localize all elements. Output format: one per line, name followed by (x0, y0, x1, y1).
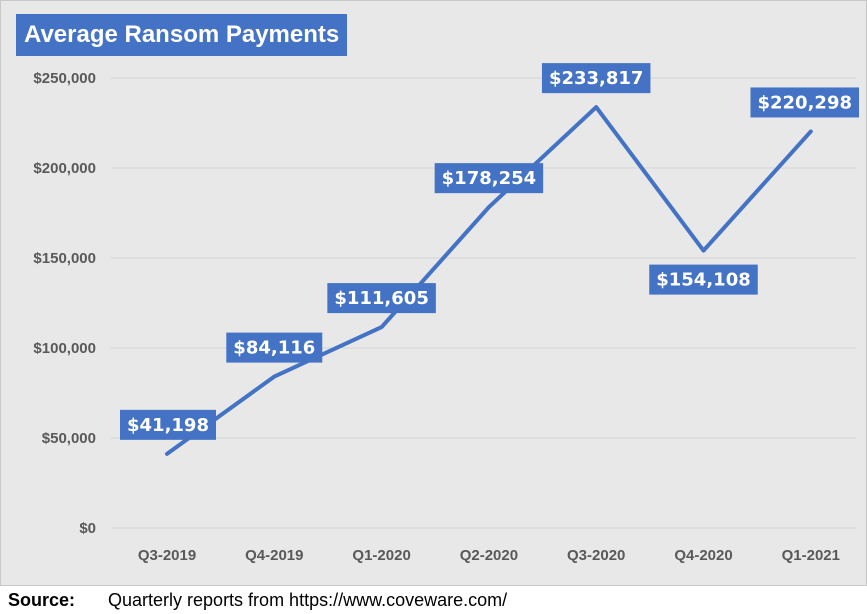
data-label-box (226, 332, 323, 363)
y-tick-label: $100,000 (33, 340, 96, 357)
data-label: $220,298 (750, 87, 859, 118)
data-label-text: $233,817 (549, 68, 644, 89)
y-tick-label: $150,000 (33, 250, 96, 267)
series-line (165, 105, 813, 456)
data-label-box (434, 163, 544, 194)
y-tick-label: $50,000 (42, 430, 96, 447)
y-tick-label: $200,000 (33, 160, 96, 177)
data-label: $154,108 (649, 264, 758, 295)
x-tick-label: Q1-2020 (352, 547, 410, 564)
data-label-text: $111,605 (334, 288, 429, 309)
data-label-text: $220,298 (757, 92, 852, 113)
x-tick-label: Q3-2019 (138, 547, 196, 564)
chart-title: Average Ransom Payments (16, 14, 348, 56)
data-label-text: $84,116 (233, 338, 315, 359)
x-tick-label: Q4-2019 (245, 547, 303, 564)
data-label-text: $154,108 (656, 270, 751, 291)
x-tick-label: Q3-2020 (567, 547, 625, 564)
x-axis-ticks: Q3-2019 Q4-2019 Q1-2020 Q2-2020 Q3-2020 Q4-20… (138, 547, 840, 564)
chart-area: Average Ransom Payments $0 $50,000 $100,00… (0, 0, 867, 586)
line-chart: $0 $50,000 $100,000 $150,000 $200,000 $250,00… (33, 63, 859, 564)
data-label-text: $41,198 (127, 415, 209, 436)
data-label: $41,198 (120, 409, 216, 440)
gridlines (111, 77, 856, 529)
data-label-box (750, 87, 859, 118)
source-text: Quarterly reports from https://www.covew… (108, 590, 508, 610)
source-note: Source: Quarterly reports from https://w… (8, 589, 507, 611)
data-label: $84,116 (226, 332, 323, 363)
series-line-path (165, 105, 813, 456)
y-tick-label: $250,000 (33, 70, 96, 87)
data-label-box (649, 264, 758, 295)
x-tick-label: Q1-2021 (782, 547, 840, 564)
data-label-box (327, 283, 436, 314)
data-label: $178,254 (434, 163, 544, 194)
source-label: Source: (8, 590, 76, 610)
data-label-box (541, 63, 651, 94)
x-tick-label: Q2-2020 (460, 547, 518, 564)
y-axis-ticks: $0 $50,000 $100,000 $150,000 $200,000 $250,00… (33, 70, 96, 537)
data-label: $111,605 (327, 283, 436, 314)
x-tick-label: Q4-2020 (674, 547, 732, 564)
y-tick-label: $0 (79, 520, 96, 537)
data-label: $233,817 (541, 63, 651, 94)
data-labels: $41,198 $84,116 $111,605 $178,254 $233,817 $1… (120, 63, 859, 440)
data-label-text: $178,254 (442, 168, 537, 189)
data-label-box (120, 409, 216, 440)
